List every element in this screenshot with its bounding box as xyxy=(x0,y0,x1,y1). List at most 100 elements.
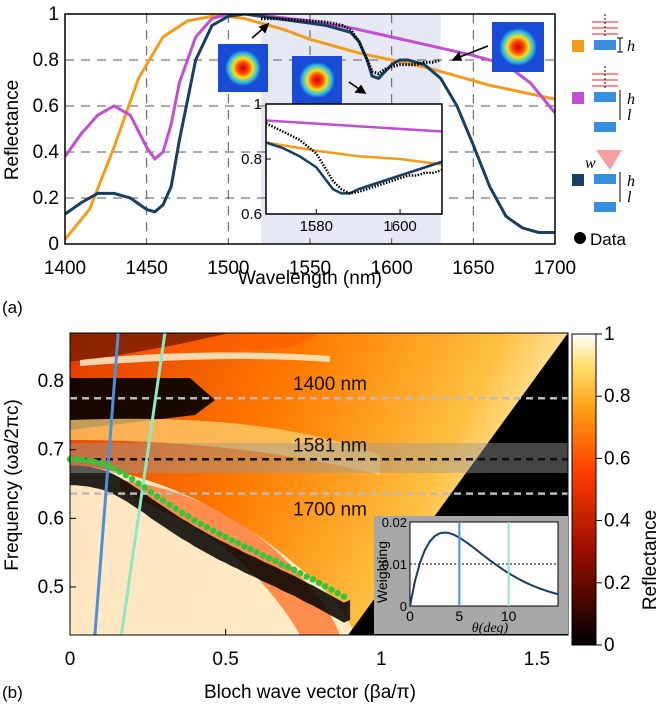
band-point xyxy=(122,471,130,479)
band-point xyxy=(79,456,86,464)
band-point xyxy=(166,501,173,508)
panel-a-chart: 1400 1450 1500 1550 1600 1650 1700 0 0.2 0.4 0.6 0.… xyxy=(2,4,635,317)
light-line-mint xyxy=(119,332,167,636)
inset-a-background xyxy=(266,104,442,214)
inset-a: 1580 1600 0.6 0.8 1 xyxy=(241,96,443,235)
wavelength-band-shade xyxy=(70,443,568,473)
x-tick-label: 1450 xyxy=(126,258,168,279)
legend-data-marker xyxy=(574,232,586,244)
inset-b-weighting-curve xyxy=(409,531,559,607)
band-point xyxy=(234,539,242,547)
inset-b-y-tick-label: 0.01 xyxy=(382,557,407,572)
inset-b-x-tick-label: 0 xyxy=(406,608,414,624)
x-tick-label: 1400 xyxy=(44,258,86,279)
inset-b: 0 5 10 0 0.01 0.02 Weighting θ(deg) xyxy=(374,515,568,636)
inset-b-x-tick-label: 10 xyxy=(501,608,517,624)
x-tick-label: 1550 xyxy=(289,258,331,279)
inset-y-tick-label: 0.6 xyxy=(241,206,262,223)
arrow-head xyxy=(354,84,367,94)
x-tick-label: 1500 xyxy=(207,258,249,279)
band-point xyxy=(278,561,285,568)
band-point xyxy=(284,563,292,571)
band-point xyxy=(222,533,229,541)
x-axis-label-a: Wavelength (nm) xyxy=(238,268,382,289)
arrow-head xyxy=(451,51,463,61)
legend-swatch-navy xyxy=(572,174,584,186)
band-point xyxy=(85,457,92,464)
beam-spot-3 xyxy=(499,28,537,66)
band-point xyxy=(172,505,180,512)
inset-a-ticks: 1580 1600 0.6 0.8 1 xyxy=(241,96,417,235)
light-lines xyxy=(93,332,167,636)
inset-y-tick-label: 1 xyxy=(254,96,262,113)
band-point xyxy=(315,579,323,587)
y-tick-label: 0.8 xyxy=(38,371,64,392)
inset-x-tick-label: 1580 xyxy=(300,218,333,235)
band-point xyxy=(309,576,316,583)
band-point xyxy=(178,509,186,517)
beam-spot-1 xyxy=(225,50,261,86)
y-tick-label: 0.2 xyxy=(33,188,59,209)
colorbar: 0 0.2 0.4 0.6 0.8 1 Reflectance xyxy=(571,324,661,656)
heatmap-region xyxy=(80,352,330,366)
wavelength-label: 1400 nm xyxy=(293,374,367,395)
y-tick-label: 0.5 xyxy=(38,577,64,598)
band-point xyxy=(253,548,260,556)
colorbar-gradient xyxy=(571,333,597,646)
band-point xyxy=(328,586,335,593)
band-point xyxy=(259,552,267,559)
band-point xyxy=(241,543,248,550)
series-a xyxy=(65,14,555,241)
y-tick-label: 0.4 xyxy=(33,142,60,163)
legend-swatch-orange xyxy=(572,40,584,52)
structure-icon-purple: h l xyxy=(592,66,635,132)
ticks-a: 1400 1450 1500 1550 1600 1650 1700 0 0.2 0.4 0.6 0.… xyxy=(33,4,577,279)
band-point xyxy=(191,517,198,524)
l-label: l xyxy=(627,107,632,124)
x-tick-label: 0.5 xyxy=(212,649,238,670)
series-line-navy xyxy=(65,14,555,234)
band-point xyxy=(340,593,348,600)
x-tick-label: 1.5 xyxy=(524,649,550,670)
y-tick-label: 1 xyxy=(48,4,59,25)
inset-y-tick-label: 0.8 xyxy=(241,151,262,168)
x-tick-label: 1650 xyxy=(452,258,494,279)
colorbar-ticks: 0 0.2 0.4 0.6 0.8 1 xyxy=(596,324,631,656)
band-point xyxy=(110,465,117,472)
horizontal-wavelength-lines: 1400 nm 1581 nm 1700 nm xyxy=(70,374,568,521)
beam-profile-images xyxy=(218,22,544,104)
structure-icon-navy: w h l xyxy=(585,150,635,212)
y-axis-label-b: Frequency (ωa/2πc) xyxy=(2,399,23,571)
band-point xyxy=(322,583,329,590)
h-label: h xyxy=(627,38,635,55)
band-point xyxy=(197,520,204,528)
heatmap-region xyxy=(70,333,230,362)
series-data-points xyxy=(261,17,442,76)
w-label: w xyxy=(585,155,596,172)
wavelength-label: 1581 nm xyxy=(293,435,367,456)
heatmap-region xyxy=(120,480,340,635)
band-point xyxy=(141,484,148,491)
band-point xyxy=(216,530,223,538)
inset-b-plot: 0 5 10 0 0.01 0.02 xyxy=(382,515,559,624)
x-tick-label: 1700 xyxy=(534,258,576,279)
structure-icon-orange: h xyxy=(592,14,635,55)
inset-series-data xyxy=(265,122,443,195)
legend-swatch-purple xyxy=(572,92,584,104)
band-point xyxy=(297,570,304,577)
h-label: h xyxy=(627,173,635,190)
inset-a-series xyxy=(265,119,443,195)
band-point xyxy=(160,497,167,504)
x-tick-label: 1 xyxy=(376,649,387,670)
colorbar-tick-label: 0.4 xyxy=(604,511,631,532)
x-tick-label: 1600 xyxy=(371,258,413,279)
band-points xyxy=(66,456,348,600)
axes-b-frame xyxy=(69,332,569,636)
band-point xyxy=(73,456,80,463)
x-tick-label: 0 xyxy=(65,649,76,670)
inset-b-y-tick-label: 0.02 xyxy=(382,515,407,530)
band-point xyxy=(303,573,310,580)
band-point xyxy=(247,546,254,553)
colorbar-tick-label: 0 xyxy=(604,635,615,656)
